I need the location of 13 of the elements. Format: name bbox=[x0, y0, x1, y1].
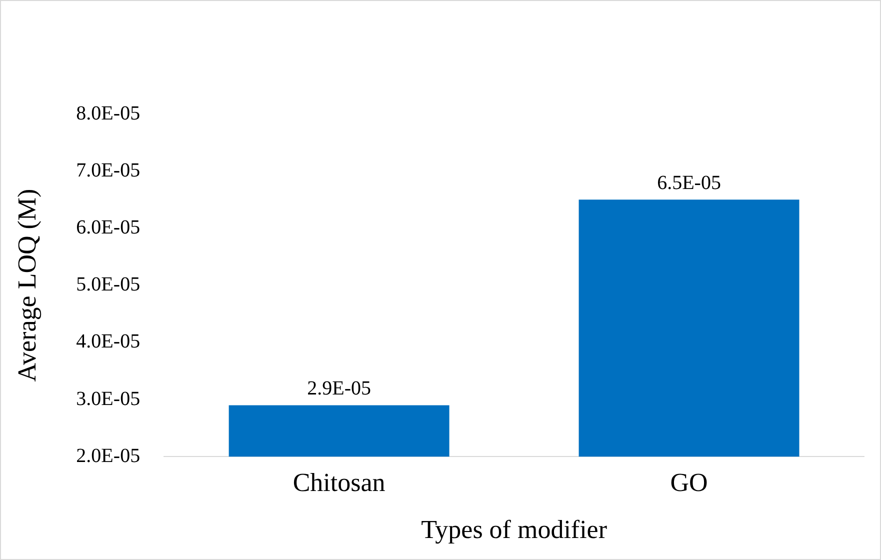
x-axis-title: Types of modifier bbox=[421, 515, 608, 544]
y-axis-title: Average LOQ (M) bbox=[12, 188, 42, 382]
y-tick-label: 8.0E-05 bbox=[76, 102, 140, 124]
y-tick-label: 3.0E-05 bbox=[76, 388, 140, 410]
y-tick-label: 2.0E-05 bbox=[76, 444, 140, 467]
y-tick-label: 4.0E-05 bbox=[76, 330, 140, 353]
data-label: 6.5E-05 bbox=[657, 172, 721, 194]
y-tick-label: 5.0E-05 bbox=[76, 274, 140, 296]
data-label: 2.9E-05 bbox=[307, 377, 372, 400]
x-tick-label: GO bbox=[670, 468, 708, 498]
y-tick-label: 7.0E-05 bbox=[76, 159, 140, 182]
y-tick-label: 6.0E-05 bbox=[76, 216, 140, 238]
x-tick-label: Chitosan bbox=[292, 468, 386, 498]
